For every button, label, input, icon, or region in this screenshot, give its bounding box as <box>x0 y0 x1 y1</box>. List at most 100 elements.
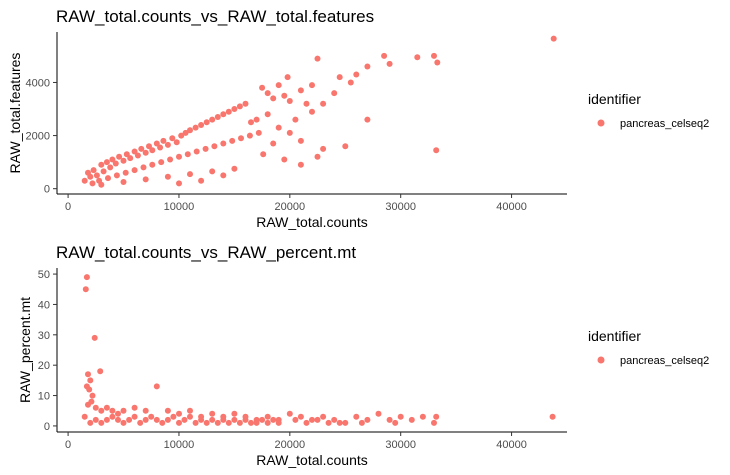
plot-2-x-axis-title: RAW_total.counts <box>256 452 368 468</box>
data-point <box>173 139 180 146</box>
data-point <box>353 71 360 78</box>
x-tick-label: 40000 <box>496 439 527 451</box>
data-point <box>112 160 119 167</box>
data-point <box>81 413 88 420</box>
data-point <box>353 413 360 420</box>
y-tick-label: 20 <box>38 360 50 372</box>
data-point <box>115 410 121 417</box>
data-point <box>158 159 165 166</box>
data-point <box>98 419 105 426</box>
data-point <box>100 168 107 175</box>
data-point <box>131 413 138 420</box>
data-point <box>549 413 556 420</box>
plot-2-y-axis-title: RAW_percent.mt <box>17 297 33 403</box>
plot-1-title: RAW_total.counts_vs_RAW_total.features <box>56 7 374 26</box>
data-point <box>153 140 160 147</box>
data-point <box>325 419 332 426</box>
data-point <box>431 52 437 59</box>
data-point <box>220 111 227 118</box>
data-point <box>320 413 327 420</box>
data-point <box>176 410 182 417</box>
data-point <box>364 416 371 423</box>
data-point <box>142 149 149 156</box>
data-point <box>331 416 338 423</box>
data-point <box>275 124 282 131</box>
data-point <box>85 371 91 378</box>
data-point <box>320 100 327 107</box>
data-point <box>248 419 254 426</box>
y-tick-label: 10 <box>38 391 50 403</box>
data-point <box>275 419 282 426</box>
data-point <box>336 419 343 426</box>
data-point <box>303 100 310 107</box>
data-point <box>286 98 293 104</box>
data-point <box>192 124 199 131</box>
plot-1-y-axis-title: RAW_total.features <box>7 53 23 174</box>
data-point <box>98 181 105 188</box>
plot-1-y-ticks: 0 2000 4000 <box>26 77 57 196</box>
data-point <box>309 108 315 115</box>
data-point <box>231 410 238 417</box>
data-point <box>292 116 299 123</box>
x-tick-label: 20000 <box>275 439 306 451</box>
data-point <box>85 401 91 408</box>
data-point <box>87 377 94 384</box>
data-point <box>184 151 191 158</box>
data-point <box>160 137 167 144</box>
plot-1-legend: identifier pancreas_celseq2 <box>588 91 709 130</box>
plot-1-points <box>81 35 557 188</box>
data-point <box>93 172 100 179</box>
data-point <box>138 145 145 152</box>
plot-1-x-ticks: 0 10000 20000 30000 40000 <box>65 194 527 213</box>
data-point <box>164 173 171 180</box>
data-point <box>220 416 227 423</box>
data-point <box>433 413 440 420</box>
data-point <box>153 416 160 423</box>
data-point <box>170 413 177 420</box>
y-tick-label: 50 <box>38 269 50 281</box>
data-point <box>264 419 271 426</box>
plot-2-legend: identifier pancreas_celseq2 <box>588 328 709 367</box>
data-point <box>120 407 127 414</box>
data-point <box>198 416 205 423</box>
data-point <box>176 419 182 426</box>
plot-2-x-ticks: 0 10000 20000 30000 40000 <box>65 432 527 451</box>
data-point <box>187 407 193 414</box>
data-point <box>149 161 156 168</box>
data-point <box>178 132 185 139</box>
data-point <box>120 419 127 426</box>
x-tick-label: 20000 <box>275 201 306 213</box>
data-point <box>364 63 371 70</box>
data-point <box>297 137 304 144</box>
data-point <box>187 413 193 420</box>
y-tick-label: 0 <box>44 421 50 433</box>
data-point <box>231 165 238 172</box>
data-point <box>286 129 293 136</box>
data-point <box>364 116 371 123</box>
data-point <box>140 164 147 171</box>
data-point <box>131 167 138 174</box>
data-point <box>264 111 271 118</box>
data-point <box>225 419 232 426</box>
data-point <box>105 175 111 182</box>
data-point <box>433 147 440 154</box>
data-point <box>297 87 304 94</box>
data-point <box>260 151 267 158</box>
plot-panel-2: RAW_total.counts_vs_RAW_percent.mt 0 1000… <box>17 243 709 468</box>
data-point <box>181 416 188 423</box>
data-point <box>167 156 174 163</box>
data-point <box>264 413 271 420</box>
plot-1-legend-title: identifier <box>588 91 641 107</box>
data-point <box>386 416 393 423</box>
data-point <box>176 153 182 160</box>
data-point <box>211 143 218 150</box>
data-point <box>297 161 304 168</box>
data-point <box>286 410 293 417</box>
plot-2-y-ticks: 0 10 20 30 40 50 <box>38 269 57 433</box>
data-point <box>103 159 110 166</box>
data-point <box>375 410 382 417</box>
data-point <box>419 413 426 420</box>
data-point <box>342 419 349 426</box>
data-point <box>142 407 149 414</box>
